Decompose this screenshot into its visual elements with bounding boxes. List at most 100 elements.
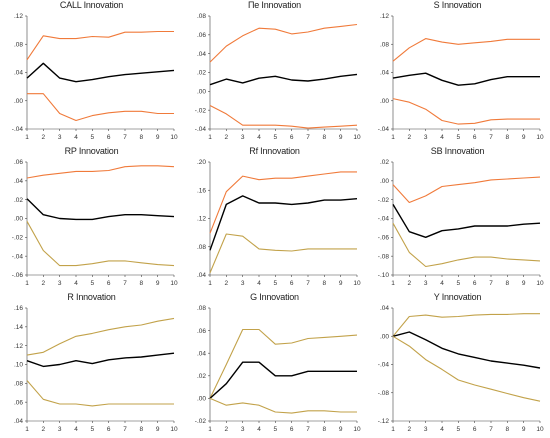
x-tick-label: 3 [58, 426, 62, 433]
y-tick-label: .16 [197, 187, 206, 194]
response-line [26, 62, 175, 83]
upper-band-line [392, 313, 540, 337]
chart-title: R Innovation [67, 292, 116, 302]
x-tick-label: 5 [91, 280, 95, 287]
y-tick-label: .02 [197, 373, 206, 380]
upper-band-line [209, 23, 358, 63]
y-tick-label: .10 [14, 362, 23, 369]
y-tick-label: .12 [14, 13, 23, 20]
response-line [26, 198, 175, 221]
y-tick-label: .16 [14, 305, 23, 312]
x-tick-label: 8 [506, 134, 510, 141]
chart-title: SB Innovation [430, 146, 485, 156]
y-tick-label: .06 [197, 328, 206, 335]
x-tick-label: 7 [306, 280, 310, 287]
y-tick-label: .04 [14, 70, 23, 77]
x-tick-label: 6 [107, 280, 111, 287]
chart-title: RP Innovation [64, 146, 119, 156]
y-tick-label: .20 [197, 159, 206, 166]
y-tick-label: .02 [380, 159, 389, 166]
response-line [392, 72, 540, 86]
chart-title: Пе Innovation [248, 0, 301, 10]
x-tick-label: 3 [58, 280, 62, 287]
x-tick-label: 1 [208, 426, 212, 433]
x-tick-label: 5 [91, 426, 95, 433]
x-tick-label: 8 [506, 426, 510, 433]
x-tick-label: 2 [225, 426, 229, 433]
upper-band-line [26, 317, 175, 356]
y-tick-label: .12 [197, 216, 206, 223]
x-tick-label: 8 [323, 426, 327, 433]
x-tick-label: 9 [156, 426, 160, 433]
upper-band-line [26, 30, 174, 61]
y-tick-label: -.04 [378, 126, 390, 133]
y-tick-label: .02 [14, 197, 23, 204]
x-tick-label: 7 [123, 134, 127, 141]
x-tick-label: 2 [408, 426, 412, 433]
lower-band-line [26, 221, 175, 267]
x-tick-label: 3 [424, 426, 428, 433]
chart-title: S Innovation [433, 0, 482, 10]
x-tick-label: 3 [424, 280, 428, 287]
x-tick-label: 1 [208, 280, 212, 287]
x-tick-label: 7 [306, 426, 310, 433]
x-tick-label: 4 [74, 134, 78, 141]
x-tick-label: 1 [25, 134, 29, 141]
chart-plot: .08 .06 .04 .02 .00 -.021 2 3 4 5 6 7 8 9 10 [195, 305, 361, 433]
y-tick-label: -.04 [195, 126, 207, 133]
lower-band-line [392, 222, 541, 268]
x-tick-label: 2 [42, 426, 46, 433]
y-tick-label: .00 [197, 89, 206, 96]
chart-plot: .06 .04 .02 .00 -.02 -.04 -.061 2 3 4 5 6 7 8 9 10 [12, 159, 178, 287]
chart-panel: CALL Innovation .12 .08 .04 .00 -.04 1 2 3 4 5 6 7 8 9… [0, 0, 183, 146]
x-tick-label: 4 [74, 280, 78, 287]
response-line [209, 73, 358, 86]
x-tick-label: 5 [457, 280, 461, 287]
x-tick-label: 9 [339, 134, 343, 141]
x-tick-label: 2 [408, 134, 412, 141]
x-tick-label: 10 [170, 426, 178, 433]
upper-band-line [392, 176, 541, 204]
x-tick-label: 6 [473, 280, 477, 287]
y-tick-label: .04 [380, 70, 389, 77]
x-tick-label: 2 [225, 134, 229, 141]
x-tick-label: 10 [536, 426, 544, 433]
y-tick-label: .00 [380, 98, 389, 105]
chart-plot: .02 .00 -.02 -.04 -.06 -.08 -.101 2 3 4 5 6 7 8 9 10 [378, 159, 544, 287]
y-tick-label: .04 [197, 350, 206, 357]
y-tick-label: .08 [14, 381, 23, 388]
x-tick-label: 10 [170, 134, 178, 141]
x-tick-label: 5 [274, 280, 278, 287]
lower-band-line [26, 380, 174, 407]
y-tick-label: .00 [380, 333, 389, 340]
y-tick-label: .12 [380, 13, 389, 20]
y-tick-label: -.08 [378, 390, 390, 397]
chart-plot: .12 .08 .04 .00 -.041 2 3 4 5 6 7 8 9 10 [12, 13, 178, 141]
y-tick-label: .06 [14, 399, 23, 406]
response-line [392, 331, 541, 369]
lower-band-line [209, 105, 358, 129]
chart-panel: Пе Innovation .08 .06 .04 .02 .00 -.02 -.04 1 2 3 4… [183, 0, 366, 146]
y-tick-label: .00 [14, 216, 23, 223]
y-tick-label: .06 [197, 32, 206, 39]
upper-band-line [209, 328, 358, 399]
y-tick-label: -.02 [378, 197, 390, 204]
chart-panel: R Innovation .16 .14 .12 .10 .08 .06 .04 1 2 3 4 5 6 7… [0, 292, 183, 438]
y-tick-label: .08 [197, 305, 206, 312]
y-tick-label: .00 [380, 178, 389, 185]
x-tick-label: 3 [241, 134, 245, 141]
chart-title: G Innovation [250, 292, 299, 302]
x-tick-label: 1 [25, 426, 29, 433]
y-tick-label: .00 [14, 98, 23, 105]
y-tick-label: -.04 [12, 126, 24, 133]
x-tick-label: 1 [391, 134, 395, 141]
x-tick-label: 2 [42, 280, 46, 287]
x-tick-label: 9 [522, 280, 526, 287]
x-tick-label: 9 [522, 134, 526, 141]
chart-panel: RP Innovation .06 .04 .02 .00 -.02 -.04 -.06 1 2 3… [0, 146, 183, 292]
x-tick-label: 6 [107, 426, 111, 433]
x-tick-label: 8 [140, 280, 144, 287]
chart-title: Y Innovation [433, 292, 482, 302]
x-tick-label: 3 [424, 134, 428, 141]
x-tick-label: 4 [74, 426, 78, 433]
